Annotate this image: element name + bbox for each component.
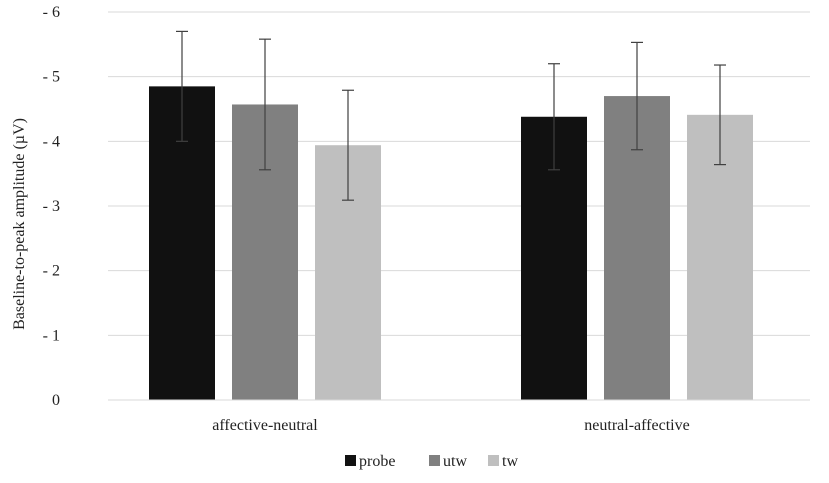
legend-swatch bbox=[345, 455, 356, 466]
legend-swatch bbox=[488, 455, 499, 466]
x-category-label: neutral-affective bbox=[584, 417, 689, 434]
y-tick-label: - 5 bbox=[43, 69, 60, 86]
bars bbox=[149, 86, 753, 401]
error-bar-probe-neutral-affective bbox=[548, 63, 560, 171]
error-bar-utw-affective-neutral bbox=[259, 38, 271, 171]
y-axis-ticks: 0 - 1 - 2 - 3 - 4 - 5 - 6 bbox=[43, 4, 60, 409]
legend-label: probe bbox=[359, 453, 395, 470]
error-bar-utw-neutral-affective bbox=[631, 41, 643, 151]
x-category-label: affective-neutral bbox=[212, 417, 318, 434]
y-tick-label: - 6 bbox=[43, 4, 60, 21]
x-axis-categories: affective-neutral neutral-affective bbox=[212, 417, 689, 434]
legend-item-utw: utw bbox=[429, 453, 467, 470]
error-bar-probe-affective-neutral bbox=[176, 30, 188, 142]
legend-item-probe: probe bbox=[345, 453, 395, 470]
error-bar-tw-affective-neutral bbox=[342, 89, 354, 201]
y-axis-label: Baseline-to-peak amplitude (µV) bbox=[11, 118, 28, 330]
error-bar-tw-neutral-affective bbox=[714, 64, 726, 166]
y-tick-label: - 3 bbox=[43, 198, 60, 215]
legend-item-tw: tw bbox=[488, 453, 518, 470]
y-tick-label: 0 bbox=[52, 392, 60, 409]
legend-label: utw bbox=[443, 453, 467, 470]
y-tick-label: - 1 bbox=[43, 327, 60, 344]
y-tick-label: - 4 bbox=[43, 133, 60, 150]
legend: probe utw tw bbox=[345, 453, 518, 470]
y-tick-label: - 2 bbox=[43, 263, 60, 280]
legend-label: tw bbox=[502, 453, 518, 470]
error-bars bbox=[176, 30, 726, 201]
legend-swatch bbox=[429, 455, 440, 466]
